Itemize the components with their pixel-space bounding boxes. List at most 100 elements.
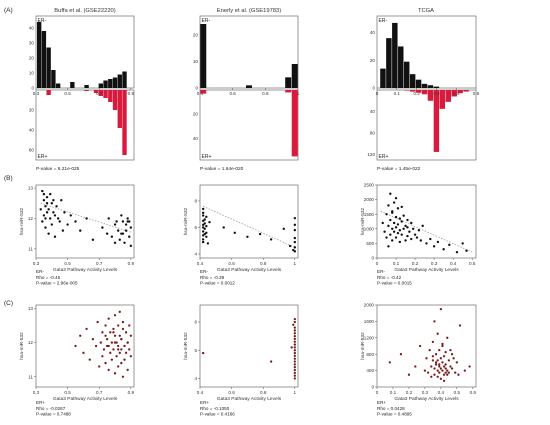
scatter-point — [410, 237, 413, 241]
scatter-point — [128, 324, 131, 327]
scatter-point — [293, 377, 296, 380]
scatter-point — [117, 324, 120, 327]
scatter-point — [402, 227, 405, 230]
stat-text: P-value = 0.0015 — [377, 281, 412, 286]
scatter-point — [128, 235, 131, 238]
scatter-point — [293, 360, 296, 363]
y-tick-label: 11 — [28, 374, 33, 379]
x-tick-label: 0.3 — [33, 91, 40, 96]
scatter-point — [421, 224, 424, 228]
scatter-point — [60, 199, 63, 202]
y-axis-label: hsa-miR-532 — [19, 332, 25, 360]
plot-frame — [199, 304, 299, 388]
stat-text: Rho = -0.1050 — [200, 406, 230, 411]
scatter-point — [52, 199, 55, 202]
x-tick-label: 0.5 — [469, 261, 476, 266]
scatter-point — [449, 348, 452, 352]
y-tick-label: 400 — [366, 368, 374, 373]
y-tick-label-bottom: 120 — [367, 152, 375, 157]
scatter-point — [205, 235, 208, 238]
x-axis-label: Gata3 Pathway Activity Levels — [394, 267, 459, 273]
scatter-point — [88, 358, 91, 361]
fit-line — [40, 202, 131, 233]
stat-text: Rho = -0.39 — [200, 275, 225, 280]
scatter-point — [205, 215, 208, 219]
y-tick-label-top: 0 — [372, 86, 375, 91]
x-tick-label: 0 — [376, 390, 379, 395]
y-tick-label-top: 0 — [195, 86, 198, 91]
scatter-point — [436, 359, 439, 362]
bar-er-pos — [445, 90, 452, 102]
scatter-point — [52, 211, 55, 214]
scatter-point — [391, 211, 394, 214]
scatter-point — [115, 341, 118, 344]
scatter-point — [94, 344, 98, 348]
scatter-point — [463, 369, 466, 372]
scatter-point — [400, 205, 403, 209]
y-tick-label-top: 10 — [193, 59, 199, 64]
scatter-point — [392, 221, 396, 225]
scatter-point — [436, 369, 439, 372]
scatter-point — [441, 361, 444, 364]
scatter-point — [85, 327, 88, 331]
bar-er-neg — [409, 74, 416, 88]
scatter-point — [410, 221, 413, 225]
scatter-point — [110, 358, 114, 361]
x-axis-label: Gata3 Pathway Activity Levels — [394, 396, 459, 402]
stat-text: Rho = -0.42 — [377, 275, 402, 280]
scatter-point — [118, 238, 121, 241]
scatter-point — [107, 317, 110, 320]
scatter-point — [438, 363, 441, 366]
scatter-point — [85, 217, 88, 220]
bar-er-neg — [70, 82, 75, 88]
y-tick-label-bottom: 80 — [370, 131, 376, 136]
bar-er-neg — [380, 68, 386, 88]
scatter-point — [446, 373, 449, 376]
scatter-point — [448, 243, 451, 247]
scatter-point — [120, 338, 123, 341]
bar-er-neg — [200, 24, 207, 88]
scatter-point — [44, 226, 47, 229]
bar-er-neg — [122, 71, 127, 88]
y-tick-label: 4 — [194, 252, 197, 257]
scatter-point — [201, 219, 205, 223]
x-tick-label: 0.4 — [197, 261, 204, 266]
scatter-point — [203, 218, 206, 221]
scatter-point — [63, 211, 66, 214]
y-tick-label-bottom: 60 — [29, 148, 35, 153]
plot-frame-bottom — [376, 89, 477, 161]
scatter-point — [116, 229, 120, 232]
x-tick-label: 0 — [376, 91, 379, 96]
scatter-point — [74, 344, 77, 348]
scatter-point — [126, 220, 129, 223]
scatter-point — [417, 229, 421, 232]
stat-text: P-value = 2.96e-005 — [36, 281, 78, 286]
bar-er-neg — [421, 83, 428, 88]
scatter-point — [44, 217, 47, 220]
scatter-point — [105, 344, 109, 348]
scatter-point — [49, 192, 52, 196]
bar-er-neg — [98, 83, 103, 88]
y-tick-label-top: 10 — [29, 71, 35, 76]
scatter-point — [407, 373, 411, 376]
bar-er-neg — [285, 77, 292, 88]
y-tick-label: 500 — [366, 241, 374, 246]
scatter-point — [47, 232, 50, 235]
scatter-point — [465, 249, 468, 252]
scatter-point — [436, 240, 440, 244]
scatter-point — [293, 349, 296, 352]
scatter-point — [438, 365, 441, 368]
x-tick-label: 0.7 — [96, 261, 103, 266]
x-tick-label: 0.2 — [406, 390, 413, 395]
scatter-point — [293, 346, 296, 349]
bar-er-neg — [427, 85, 434, 88]
bar-er-pos — [409, 90, 416, 92]
plots-layer: 0.3 0.5 0.7 0.9403020100204060ER-ER+P-value… — [19, 15, 480, 417]
bar-er-neg — [386, 38, 392, 88]
scatter-point — [290, 346, 293, 349]
scatter-point — [101, 331, 104, 334]
chart-B-0: 0.3 0.5 0.7 0.9 13 12 11 Gata3 Pathway Activity… — [19, 184, 134, 286]
y-axis-label: hsa-miR-532 — [360, 332, 366, 360]
scatter-point — [396, 207, 400, 210]
